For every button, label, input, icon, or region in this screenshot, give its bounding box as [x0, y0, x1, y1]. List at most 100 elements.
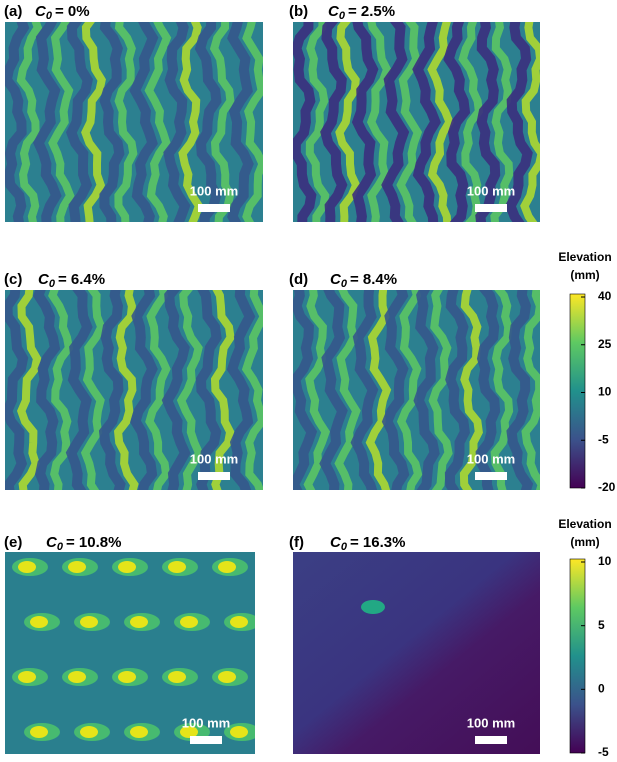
scale-bar [475, 736, 507, 744]
map-body [5, 552, 255, 754]
map-bg [293, 552, 540, 754]
trough [129, 22, 159, 222]
colorbar-title: Elevation [558, 517, 611, 531]
crest [17, 290, 42, 490]
panel-letter: (e) [4, 534, 22, 551]
value: = 2.5% [348, 3, 395, 20]
scale-bar-label: 100 mm [190, 183, 238, 198]
scale-bar [198, 472, 230, 480]
crest [48, 22, 75, 222]
variable: C [38, 271, 50, 288]
crest-peak [80, 726, 98, 738]
trough [5, 290, 29, 490]
trough [99, 22, 125, 222]
subscript: 0 [57, 541, 64, 553]
crest-peak [18, 561, 36, 573]
trough [130, 290, 158, 490]
subscript: 0 [46, 10, 53, 22]
scale-bar-label: 100 mm [190, 451, 238, 466]
crest-peak [30, 726, 48, 738]
scale-bar-label: 100 mm [467, 183, 515, 198]
crest [16, 22, 43, 222]
colorbar-tick-label: 0 [598, 682, 605, 696]
crest [144, 22, 172, 222]
crest [428, 290, 453, 490]
subscript: 0 [341, 541, 348, 553]
panel-label: C0 = 16.3% [330, 534, 405, 553]
trough [227, 22, 254, 222]
crest [396, 290, 423, 490]
panel-label: C0 = 0% [35, 3, 90, 22]
variable: C [46, 534, 58, 551]
trough [65, 290, 93, 490]
variable: C [328, 3, 340, 20]
trough [475, 290, 501, 490]
scale-bar-label: 100 mm [467, 451, 515, 466]
subscript: 0 [339, 10, 346, 22]
crest-peak [180, 726, 198, 738]
panel-letter: (d) [289, 271, 308, 288]
colorbar-tick-label: 5 [598, 618, 605, 632]
crest-peak [168, 561, 186, 573]
trough [319, 290, 348, 490]
map-body [293, 22, 540, 222]
crest [334, 290, 361, 490]
colorbar-tick-label: 10 [598, 385, 612, 399]
crest [305, 22, 330, 222]
panel-letter: (c) [4, 271, 22, 288]
value: = 8.4% [350, 271, 397, 288]
scale-bar [190, 736, 222, 744]
crest-peak [168, 671, 186, 683]
trough [33, 22, 62, 222]
trough [412, 22, 441, 222]
map-bg [5, 552, 255, 754]
panel-label: C0 = 8.4% [330, 271, 397, 290]
elevation-map [5, 22, 263, 222]
crest [490, 290, 514, 490]
crest [303, 290, 331, 490]
crest [241, 290, 263, 490]
crest-peak [130, 616, 148, 628]
crest-peak [230, 616, 248, 628]
value: = 0% [55, 3, 90, 20]
crest-peak [180, 616, 198, 628]
crest [458, 22, 484, 222]
trough [5, 22, 30, 222]
variable: C [330, 534, 342, 551]
crest [210, 290, 235, 490]
crest-peak [130, 726, 148, 738]
trough [351, 22, 379, 222]
trough [98, 290, 126, 490]
panel-letter: (a) [4, 3, 22, 20]
trough [475, 22, 501, 222]
colorbar-tick-label: 25 [598, 337, 612, 351]
trough [413, 290, 440, 490]
scale-bar [475, 472, 507, 480]
variable: C [35, 3, 47, 20]
crest [145, 290, 171, 490]
scale-bar-label: 100 mm [467, 715, 515, 730]
trough [504, 22, 533, 222]
crest-peak [68, 671, 86, 683]
crest [361, 600, 385, 614]
elevation-map [5, 290, 263, 490]
colorbar [569, 558, 586, 754]
crest [365, 290, 392, 490]
trough [226, 290, 256, 490]
panel-letter: (b) [289, 3, 308, 20]
panel-label: C0 = 10.8% [46, 534, 121, 553]
crest [366, 22, 392, 222]
crest [209, 22, 235, 222]
crest [81, 22, 106, 222]
trough [195, 290, 222, 490]
colorbar [569, 293, 586, 489]
subscript: 0 [49, 278, 56, 290]
trough [293, 22, 317, 222]
crest [114, 22, 138, 222]
trough [161, 290, 191, 490]
crest-peak [218, 561, 236, 573]
colorbar-title: (mm) [570, 535, 599, 549]
crest [335, 22, 361, 222]
colorbar-tick-label: -5 [598, 432, 609, 446]
